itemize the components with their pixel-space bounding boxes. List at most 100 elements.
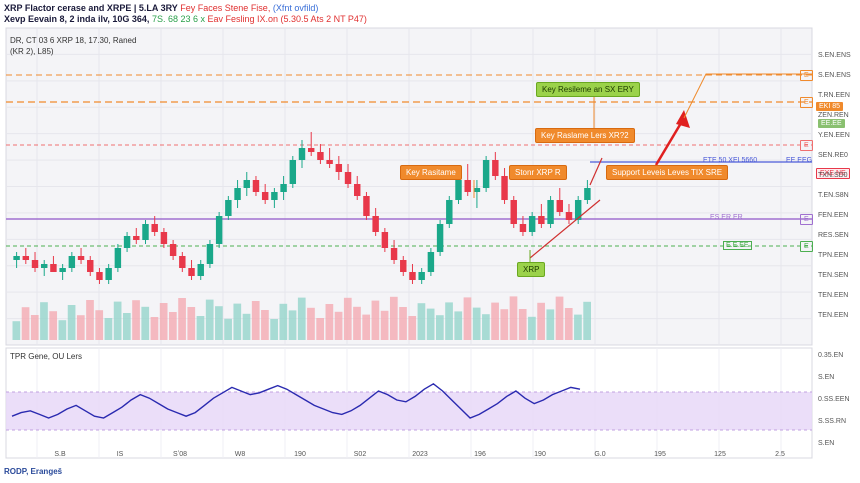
candle (372, 216, 379, 232)
trend-line (589, 157, 603, 186)
volume-bar (353, 306, 361, 340)
x-axis-label: 2.5 (775, 451, 785, 458)
candle (151, 224, 158, 232)
candle (123, 236, 131, 248)
candle (335, 164, 343, 172)
candle (77, 256, 85, 260)
volume-bar (408, 316, 417, 340)
candle (556, 200, 563, 212)
volume-bar (482, 314, 490, 340)
candle (169, 244, 177, 256)
volume-bar (215, 306, 223, 340)
annotation-key-resistance-mid: Key Raslame Lers XR?2 (535, 128, 635, 143)
price-current-tag: EE.EE (818, 119, 845, 128)
candle (59, 268, 66, 272)
level-tag-blue-right: EE EEG (786, 157, 813, 164)
volume-bar (86, 300, 94, 340)
annotation-xrp-badge: XRP (517, 262, 546, 277)
candle (510, 200, 517, 224)
volume-bar (104, 318, 113, 340)
level-tag-orange-2: E (800, 97, 813, 108)
x-axis-label: S02 (353, 451, 367, 458)
volume-bar (555, 296, 564, 340)
price-axis-label: FEN.EEN (818, 212, 849, 219)
volume-bar (30, 315, 39, 340)
candle (427, 252, 435, 272)
volume-bar (334, 311, 343, 340)
price-axis-label: TPN.EEN (818, 252, 849, 259)
candle (68, 256, 76, 268)
candle (307, 148, 315, 152)
rsi-band (6, 392, 812, 430)
candle (105, 268, 112, 280)
rsi-title: TPR Gene, OU Lers (10, 352, 83, 361)
candle (492, 160, 499, 176)
level-price-blue: EXE NE (816, 168, 850, 179)
chart-info: DR, CT 03 6 XRP 18, 17.30, Raned (KR 2),… (10, 35, 136, 57)
volume-bar (389, 296, 398, 340)
candle (261, 192, 269, 200)
volume-bar (528, 316, 536, 340)
candle (50, 264, 57, 272)
volume-bar (261, 310, 269, 340)
candle (234, 188, 241, 200)
level-price-orange-2: EKI 85 (816, 102, 844, 111)
chart-info-line1: DR, CT 03 6 XRP 18, 17.30, Raned (10, 36, 137, 45)
volume-bar (113, 301, 122, 340)
x-axis-label: 125 (714, 451, 726, 458)
candle (464, 180, 471, 192)
volume-bar (325, 304, 334, 340)
rsi-axis-label: 0.35.EN (818, 352, 844, 359)
volume-bar (564, 308, 573, 340)
price-axis-label: ZEN.REN (818, 112, 849, 119)
candle (142, 224, 149, 240)
volume-bar (187, 307, 196, 340)
candle (455, 180, 462, 200)
level-tag-green-right: E (800, 241, 813, 252)
candle (344, 172, 352, 184)
volume-bar (454, 311, 463, 340)
annotation-short-xrp: Stonr XRP R (509, 165, 567, 180)
candle (179, 256, 186, 268)
volume-bar (224, 318, 232, 340)
x-axis-label: S.B (54, 451, 66, 458)
volume-bar (343, 297, 352, 340)
candle (473, 188, 481, 192)
rsi-axis-label: S.EN (818, 440, 835, 447)
candle (501, 176, 508, 200)
volume-bar (297, 297, 306, 340)
candle (206, 244, 214, 264)
candle (87, 260, 94, 272)
volume-bar (21, 307, 30, 340)
price-axis-label: T.EN.S8N (818, 192, 849, 199)
candle (31, 260, 39, 268)
candle (565, 212, 573, 220)
volume-bar (307, 307, 315, 340)
candle (418, 272, 425, 280)
volume-bar (279, 303, 288, 340)
candle (197, 264, 204, 276)
x-axis-label: IS (116, 451, 124, 458)
price-axis-label: S.EN.ENS (818, 72, 851, 79)
volume-bar (509, 296, 518, 340)
volume-bar (491, 302, 499, 340)
price-axis-label: TXN.SD0 (818, 172, 848, 179)
volume-bar (12, 321, 21, 340)
candle (354, 184, 361, 196)
price-axis-label: S.EN.ENS (818, 52, 851, 59)
price-axis-label: RES.SEN (818, 232, 849, 239)
volume-bar (362, 314, 371, 340)
candle (317, 152, 324, 160)
annotation-support-levels: Support Leveis Leves TIX SRE (606, 165, 729, 180)
candle (22, 256, 30, 260)
volume-bar (583, 301, 591, 340)
projection-arrow-head (676, 110, 690, 128)
candle (280, 184, 287, 192)
header-title: XRP Flactor cerase and XRPE | 5.LA 3RY (4, 3, 178, 13)
volume-bar (380, 310, 389, 340)
candle (482, 160, 490, 188)
volume-bar (463, 297, 472, 340)
level-tag-orange-top: E (800, 70, 813, 81)
volume-bar (288, 310, 297, 340)
chart-header: XRP Flactor cerase and XRPE | 5.LA 3RY F… (4, 3, 367, 25)
